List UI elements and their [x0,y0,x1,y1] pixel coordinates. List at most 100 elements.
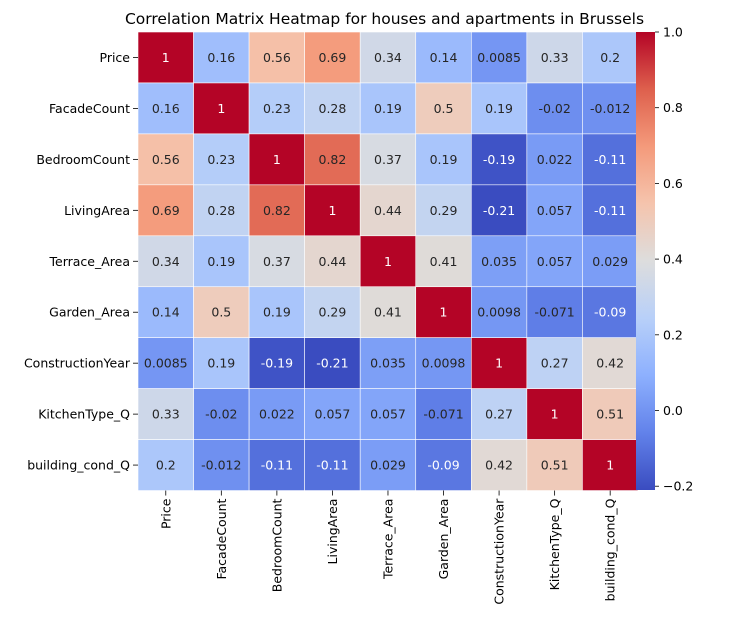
cell-value-label: 0.37 [263,254,291,269]
cell-value-label: 0.33 [541,50,569,65]
heatmap-cell [193,235,250,288]
column-tick-label: FacadeCount [214,498,229,579]
heatmap-cell [137,235,194,288]
colorbar-tick-label: 0.6 [663,176,683,191]
heatmap-cell [582,439,639,491]
heatmap-cell [304,184,361,237]
column-tick-label: Price [158,498,173,529]
cell-value-label: 1 [606,458,614,473]
cell-value-label: -0.071 [423,407,463,422]
colorbar-tick-label: 0.2 [663,327,683,342]
cell-value-label: 0.27 [485,407,513,422]
heatmap-cell-labels: 1 0.16 0.56 0.69 0.34 0.14 0.0085 0.33 0.2 0.16 1 0… [144,50,630,473]
cell-value-label: -0.21 [483,203,515,218]
heatmap-cell [193,337,250,389]
heatmap-cell [470,235,528,288]
heatmap-cell [137,439,194,491]
cell-value-label: -0.09 [594,305,626,320]
cell-value-label: 0.56 [263,50,291,65]
heatmap-cell [415,388,472,440]
cell-value-label: 0.51 [596,407,624,422]
heatmap-cell [248,31,305,84]
heatmap-cells [137,31,639,491]
cell-value-label: 1 [551,407,559,422]
colorbar-tick-label: 0.0 [663,403,683,418]
cell-value-label: -0.19 [483,152,515,167]
cell-value-label: 0.69 [152,203,180,218]
cell-value-label: 0.29 [430,203,458,218]
cell-value-label: -0.11 [594,152,626,167]
column-tick-label: BedroomCount [269,498,284,592]
cell-value-label: 0.42 [596,356,624,371]
heatmap-cell [137,388,194,440]
cell-value-label: 0.27 [541,356,569,371]
cell-value-label: 0.51 [541,458,569,473]
column-tick-label: building_cond_Q [603,498,618,601]
heatmap-cell [248,235,305,288]
heatmap-cell [137,31,194,84]
cell-value-label: -0.11 [261,458,293,473]
heatmap-cell [248,439,305,491]
cell-value-label: 0.057 [315,407,351,422]
heatmap-cell [193,133,250,186]
heatmap-cell [415,286,472,339]
cell-value-label: 1 [495,356,503,371]
column-tick-label: Terrace_Area [380,499,395,581]
row-tick-label: Terrace_Area [49,254,131,269]
cell-value-label: 0.035 [370,356,406,371]
cell-value-label: 0.16 [207,50,235,65]
heatmap-cell [304,235,361,288]
cell-value-label: 0.37 [374,152,402,167]
cell-value-label: 0.28 [207,203,235,218]
heatmap-cell [415,31,472,84]
cell-value-label: 0.022 [259,407,295,422]
colorbar-tick-label: 0.4 [663,252,683,267]
heatmap-cell [359,82,417,135]
heatmap-cell [248,286,305,339]
row-tick-label: building_cond_Q [27,458,130,473]
heatmap-cell [359,133,417,186]
cell-value-label: 0.34 [152,254,180,269]
heatmap-cell [582,286,639,339]
heatmap-cell [359,337,417,389]
heatmap-cell [470,439,528,491]
column-tick-label: LivingArea [325,499,340,565]
cell-value-label: 0.5 [211,305,231,320]
cell-value-label: 0.057 [537,203,573,218]
heatmap-cell [304,388,361,440]
cell-value-label: 0.0085 [144,356,188,371]
cell-value-label: 0.19 [374,101,402,116]
row-tick-label: FacadeCount [49,101,130,116]
heatmap-cell [137,286,194,339]
colorbar-tick-label: 0.8 [663,100,683,115]
cell-value-label: 1 [384,254,392,269]
heatmap-cell [248,82,305,135]
cell-value-label: 0.69 [319,50,347,65]
cell-value-label: 0.33 [152,407,180,422]
colorbar-tick-label: 1.0 [663,25,683,40]
cell-value-label: -0.19 [261,356,293,371]
heatmap-cell [526,31,583,84]
row-tick-label: BedroomCount [36,152,130,167]
cell-value-label: 0.057 [370,407,406,422]
cell-value-label: 0.2 [156,458,176,473]
cell-value-label: 0.56 [152,152,180,167]
cell-value-label: 0.42 [485,458,513,473]
cell-value-label: 0.19 [263,305,291,320]
heatmap-cell [359,388,417,440]
cell-value-label: 0.022 [537,152,573,167]
cell-value-label: -0.02 [538,101,570,116]
heatmap-cell [359,31,417,84]
cell-value-label: 0.23 [207,152,235,167]
cell-value-label: 0.19 [430,152,458,167]
heatmap-cell [248,388,305,440]
column-tick-labels: Price FacadeCount BedroomCount LivingArea Te… [158,490,618,605]
heatmap-cell [582,82,639,135]
cell-value-label: 0.19 [207,254,235,269]
cell-value-label: -0.012 [590,101,630,116]
heatmap-cell [526,82,583,135]
cell-value-label: 0.41 [374,305,402,320]
heatmap-cell [470,388,528,440]
cell-value-label: 0.035 [481,254,517,269]
